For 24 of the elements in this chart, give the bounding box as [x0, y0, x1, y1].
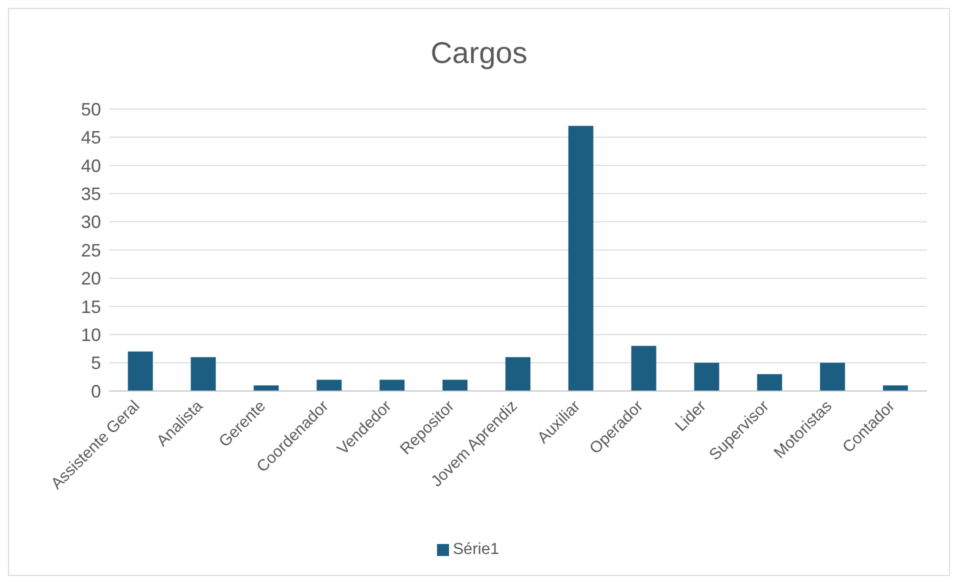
bar	[568, 126, 594, 391]
y-tick-label: 15	[80, 296, 101, 317]
y-tick-label: 20	[80, 268, 101, 289]
chart-title: Cargos	[430, 37, 528, 71]
legend-label: Série1	[452, 541, 500, 558]
bar	[820, 362, 846, 391]
bar	[442, 380, 468, 391]
y-tick-label: 10	[80, 324, 101, 345]
bar	[505, 357, 530, 391]
y-tick-label: 45	[80, 128, 101, 148]
bar	[380, 380, 405, 391]
y-tick-label: 25	[80, 240, 101, 260]
y-tick-label: 5	[90, 353, 101, 374]
y-tick-label: 50	[80, 99, 101, 120]
y-tick-label: 30	[80, 212, 101, 232]
y-tick-label: 40	[80, 156, 101, 176]
bar	[631, 346, 656, 391]
bar	[757, 374, 782, 391]
y-tick-label: 0	[90, 381, 101, 402]
bar	[128, 352, 153, 391]
bar	[316, 380, 342, 391]
y-tick-label: 35	[80, 184, 101, 204]
bar	[694, 362, 720, 391]
bar	[190, 357, 216, 391]
